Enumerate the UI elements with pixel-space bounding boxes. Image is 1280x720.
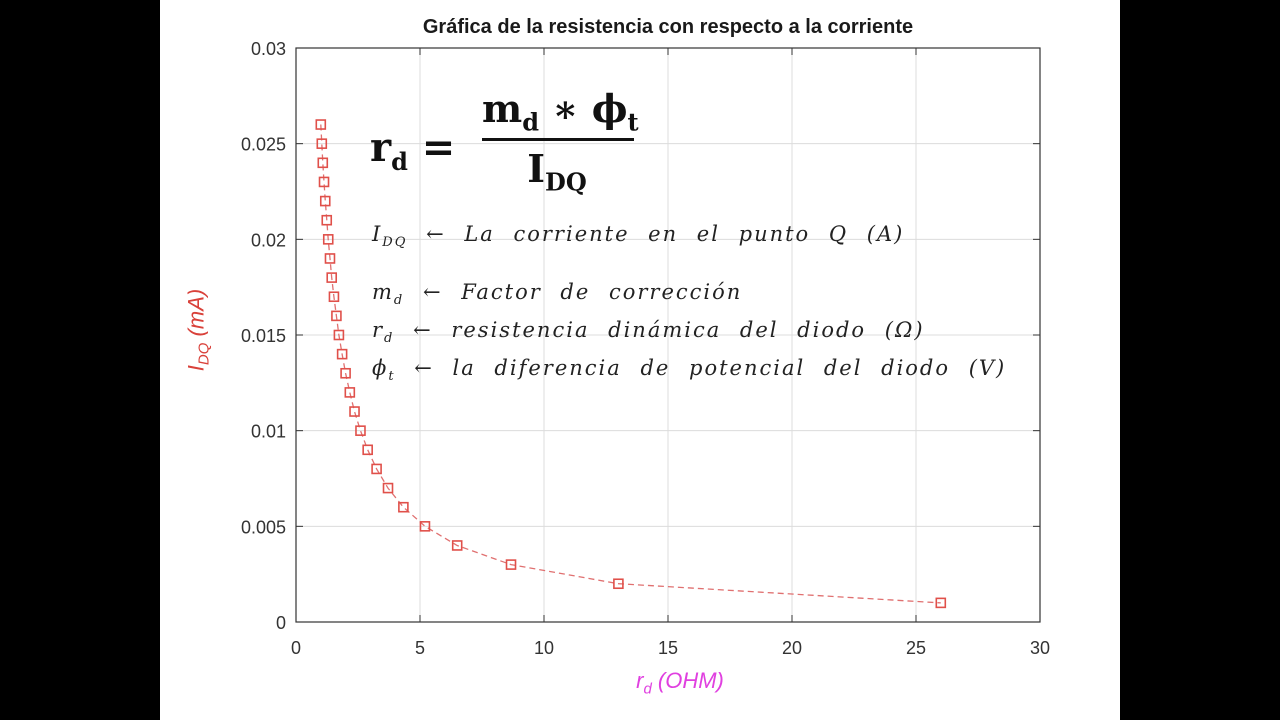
formula-equals: = (421, 124, 456, 171)
data-point-marker (319, 195, 331, 207)
y-tick-label: 0 (276, 613, 286, 633)
y-axis-label-unit: (mA) (183, 288, 209, 337)
y-tick-label: 0.025 (241, 135, 286, 155)
data-point-marker (505, 559, 517, 570)
data-point-marker (349, 406, 360, 417)
definition-symbol-sub: d (393, 293, 405, 309)
data-point-marker (398, 501, 409, 513)
definition-line: md ← Factor de corrección (372, 280, 742, 308)
data-point-marker (935, 597, 947, 609)
formula-lhs: rd = (370, 124, 455, 176)
x-tick-label: 5 (415, 638, 425, 658)
x-axis-label-sub: d (643, 680, 652, 698)
y-tick-label: 0.02 (251, 230, 286, 250)
definition-symbol: ϕ (372, 356, 389, 380)
y-axis-label: IDQ (mA) (183, 289, 212, 371)
data-point-marker (451, 540, 463, 551)
y-axis-label-sub: DQ (195, 342, 213, 366)
data-point-marker (344, 387, 356, 398)
y-axis-label-symbol: I (183, 365, 209, 372)
formula-fraction-bar (482, 138, 634, 141)
y-tick-label: 0.015 (241, 326, 286, 346)
x-tick-label: 30 (1030, 638, 1050, 658)
x-tick-label: 0 (291, 638, 301, 658)
y-tick-label: 0.03 (251, 39, 286, 59)
formula-num-phi-sub: t (627, 107, 639, 137)
formula-denominator: IDQ (482, 146, 632, 197)
data-point-marker (362, 444, 373, 456)
formula-den-var: I (527, 146, 546, 191)
data-point-marker (340, 367, 351, 379)
data-point-marker (322, 234, 334, 245)
data-point-marker (613, 578, 624, 590)
x-tick-label: 10 (534, 638, 554, 658)
definition-line: ϕt ← la diferencia de potencial del diod… (372, 356, 1006, 384)
x-axis-label-unit: (OHM) (657, 668, 724, 693)
data-point-marker (331, 310, 342, 322)
formula-lhs-var: r (370, 124, 392, 171)
series-line (320, 124, 941, 604)
definition-symbol: r (372, 318, 385, 342)
data-point-marker (419, 521, 431, 532)
x-tick-label: 15 (658, 638, 678, 658)
data-point-marker (333, 329, 345, 341)
data-point-marker (316, 138, 328, 149)
y-tick-label: 0.01 (251, 422, 286, 442)
definition-line: IDQ ← La corriente en el punto Q (A) (372, 222, 904, 250)
formula-den-sub: DQ (545, 167, 587, 197)
definition-text: ← resistencia dinámica del diodo (Ω) (413, 318, 925, 342)
formula-num-op: ∗ (552, 86, 579, 131)
x-axis-label-symbol: r (636, 668, 644, 693)
data-point-marker (324, 253, 336, 264)
definition-symbol-sub: d (384, 331, 395, 347)
data-point-marker (315, 119, 327, 130)
data-point-marker (382, 482, 394, 494)
data-point-marker (326, 272, 338, 283)
data-point-marker (355, 425, 366, 436)
definition-line: rd ← resistencia dinámica del diodo (Ω) (372, 318, 925, 346)
chart-title: Gráfica de la resistencia con respecto a… (422, 16, 914, 38)
formula-num-phi: ϕ (591, 86, 628, 131)
x-tick-label: 25 (906, 638, 926, 658)
definition-symbol: I (372, 222, 383, 246)
data-point-marker (371, 463, 382, 475)
definition-symbol-sub: DQ (382, 235, 408, 251)
formula-num-m: m (482, 86, 523, 131)
y-tick-label: 0.005 (241, 517, 286, 537)
definition-text: ← Factor de corrección (422, 280, 743, 304)
formula-lhs-sub: d (391, 147, 408, 176)
data-point-marker (317, 157, 329, 169)
formula-num-m-sub: d (522, 107, 539, 137)
formula-numerator: md ∗ ϕt (482, 86, 639, 137)
data-point-marker (321, 214, 333, 226)
x-axis-label: rd (OHM) (560, 668, 800, 697)
x-tick-label: 20 (782, 638, 802, 658)
data-point-marker (336, 348, 348, 360)
data-point-marker (328, 291, 340, 303)
definition-symbol: m (372, 280, 394, 304)
definition-text: ← la diferencia de potencial del diodo (… (414, 356, 1007, 380)
definition-text: ← La corriente en el punto Q (A) (426, 222, 905, 246)
definition-symbol-sub: t (388, 369, 396, 385)
data-point-marker (318, 176, 330, 188)
